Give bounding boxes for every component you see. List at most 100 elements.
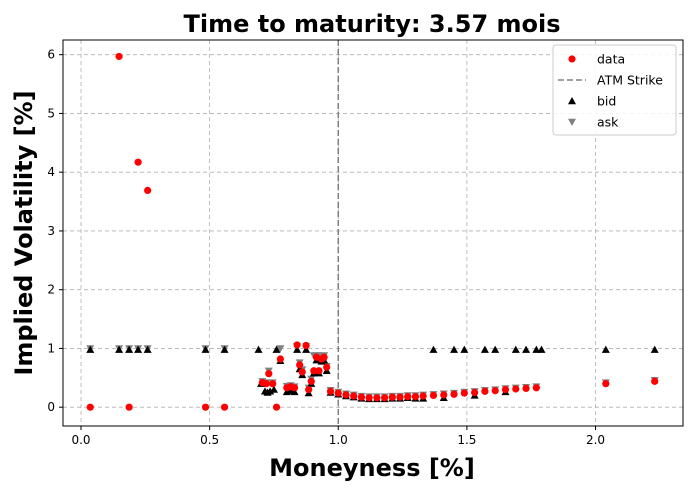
bid-point [143, 345, 152, 353]
data-point [342, 391, 350, 399]
legend-marker-data [568, 55, 576, 63]
bid-point [480, 345, 489, 353]
data-point [265, 370, 273, 378]
bid-point [220, 345, 229, 353]
data-point [305, 385, 313, 394]
bid-point [272, 345, 281, 353]
y-tick-label: 3 [47, 224, 55, 238]
y-axis-title: Implied Volatility [%] [10, 90, 38, 375]
bid-point [302, 345, 311, 353]
bid-point [86, 345, 95, 353]
plot-frame [62, 39, 684, 427]
data-point [125, 403, 133, 411]
bid-point [290, 387, 299, 396]
y-tick-label: 6 [47, 48, 55, 62]
data-point [296, 361, 304, 369]
bid-point [293, 345, 302, 353]
data-point [440, 391, 448, 399]
data-point [380, 394, 389, 402]
grid [63, 40, 683, 426]
bid-point [511, 345, 520, 353]
data-point [272, 403, 281, 411]
bid-point [269, 385, 278, 393]
bid-point [650, 345, 659, 353]
data-point [491, 387, 499, 395]
data-point [298, 368, 306, 376]
data-point [293, 341, 301, 349]
bid-point [115, 345, 124, 353]
bid-point [450, 345, 459, 353]
data-point [481, 387, 489, 395]
ask-series [86, 342, 659, 401]
bid-point [537, 345, 546, 353]
legend-marker-bid [568, 97, 576, 105]
data-point [310, 367, 318, 375]
legend-marker-ask [568, 118, 576, 126]
bid-point [254, 345, 263, 353]
data-point [450, 390, 458, 398]
data-series [86, 52, 659, 411]
ask-point [276, 345, 285, 353]
y-tick-label: 5 [47, 106, 55, 120]
y-tick-label: 2 [47, 283, 55, 297]
data-point [532, 384, 540, 392]
data-point [350, 392, 358, 400]
x-tick-label: 1.5 [457, 433, 476, 447]
legend-frame [552, 44, 677, 136]
data-point [115, 52, 123, 61]
legend-label: data [597, 52, 625, 67]
data-point [651, 377, 659, 385]
bid-point [532, 345, 541, 353]
data-point [269, 380, 277, 388]
data-point [388, 393, 396, 401]
x-axis-title: Moneyness [%] [269, 454, 475, 482]
data-point [512, 385, 520, 393]
y-tick-label: 0 [47, 400, 55, 414]
data-point [460, 389, 468, 397]
data-point [396, 393, 404, 401]
legend: data ATM Strike bid ask [552, 44, 677, 136]
data-point [276, 355, 284, 363]
bid-point [429, 345, 438, 353]
legend-label: ATM Strike [597, 73, 663, 88]
chart-title: Time to maturity: 3.57 mois [183, 10, 560, 38]
bid-point [460, 345, 469, 353]
bid-point [125, 345, 134, 353]
data-point [522, 384, 530, 392]
data-point [471, 388, 479, 397]
bid-point [491, 345, 500, 353]
data-point [290, 384, 299, 392]
data-point [357, 393, 366, 401]
bid-point [522, 345, 531, 353]
data-point [134, 158, 142, 166]
data-point [419, 392, 427, 400]
data-point [326, 387, 335, 395]
legend-label: bid [597, 94, 616, 109]
data-point [307, 377, 315, 385]
y-axis: 0 1 2 3 4 5 6 [47, 48, 63, 414]
data-point [262, 380, 270, 388]
legend-label: ask [597, 115, 619, 130]
data-point [373, 394, 381, 402]
data-point [302, 341, 310, 350]
x-tick-label: 0.0 [71, 433, 90, 447]
y-tick-label: 4 [47, 165, 55, 179]
data-point [365, 394, 373, 402]
data-point [86, 403, 94, 411]
data-point [411, 393, 420, 401]
data-point [144, 186, 152, 195]
x-tick-label: 1.0 [329, 433, 348, 447]
data-point [201, 403, 210, 411]
y-tick-label: 1 [47, 341, 55, 355]
data-point [602, 380, 610, 388]
x-tick-label: 0.5 [200, 433, 219, 447]
x-tick-label: 2.0 [586, 433, 605, 447]
data-point [320, 353, 328, 361]
data-point [315, 367, 323, 375]
data-point [404, 393, 412, 401]
data-point [429, 391, 438, 400]
data-point [501, 385, 510, 394]
data-point [323, 363, 331, 371]
bid-point [134, 345, 143, 353]
